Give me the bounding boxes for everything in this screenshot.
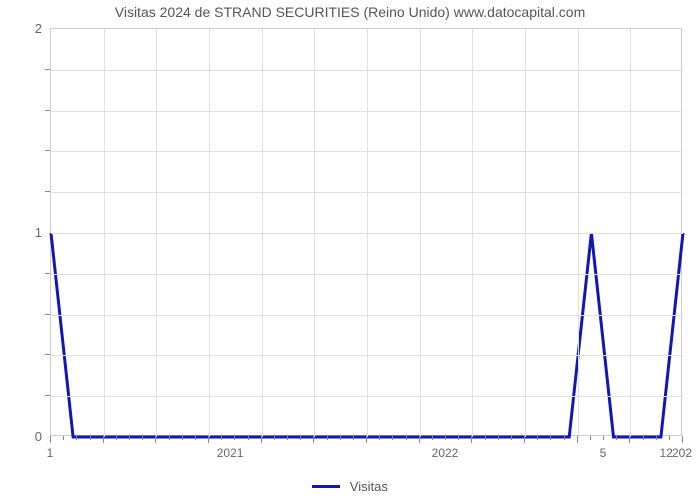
y-axis-tick-label: 2 bbox=[35, 21, 42, 36]
x-axis-tick-label: 2021 bbox=[217, 446, 244, 460]
y-axis-tick-label: 1 bbox=[35, 225, 42, 240]
x-axis-tick-label: 1 bbox=[47, 446, 54, 460]
x-axis-tick-label: 2022 bbox=[432, 446, 459, 460]
legend: Visitas bbox=[0, 478, 700, 494]
x-axis-tick-label: 5 bbox=[600, 446, 607, 460]
plot-area bbox=[50, 28, 682, 436]
legend-swatch bbox=[312, 485, 340, 488]
x-axis-tick-label: 202 bbox=[672, 446, 692, 460]
x-axis-tick-label: 12 bbox=[660, 446, 673, 460]
y-axis-tick-label: 0 bbox=[35, 429, 42, 444]
legend-label: Visitas bbox=[350, 479, 388, 494]
chart-container: { "chart": { "type": "line", "title": "V… bbox=[0, 0, 700, 500]
chart-title: Visitas 2024 de STRAND SECURITIES (Reino… bbox=[0, 4, 700, 20]
